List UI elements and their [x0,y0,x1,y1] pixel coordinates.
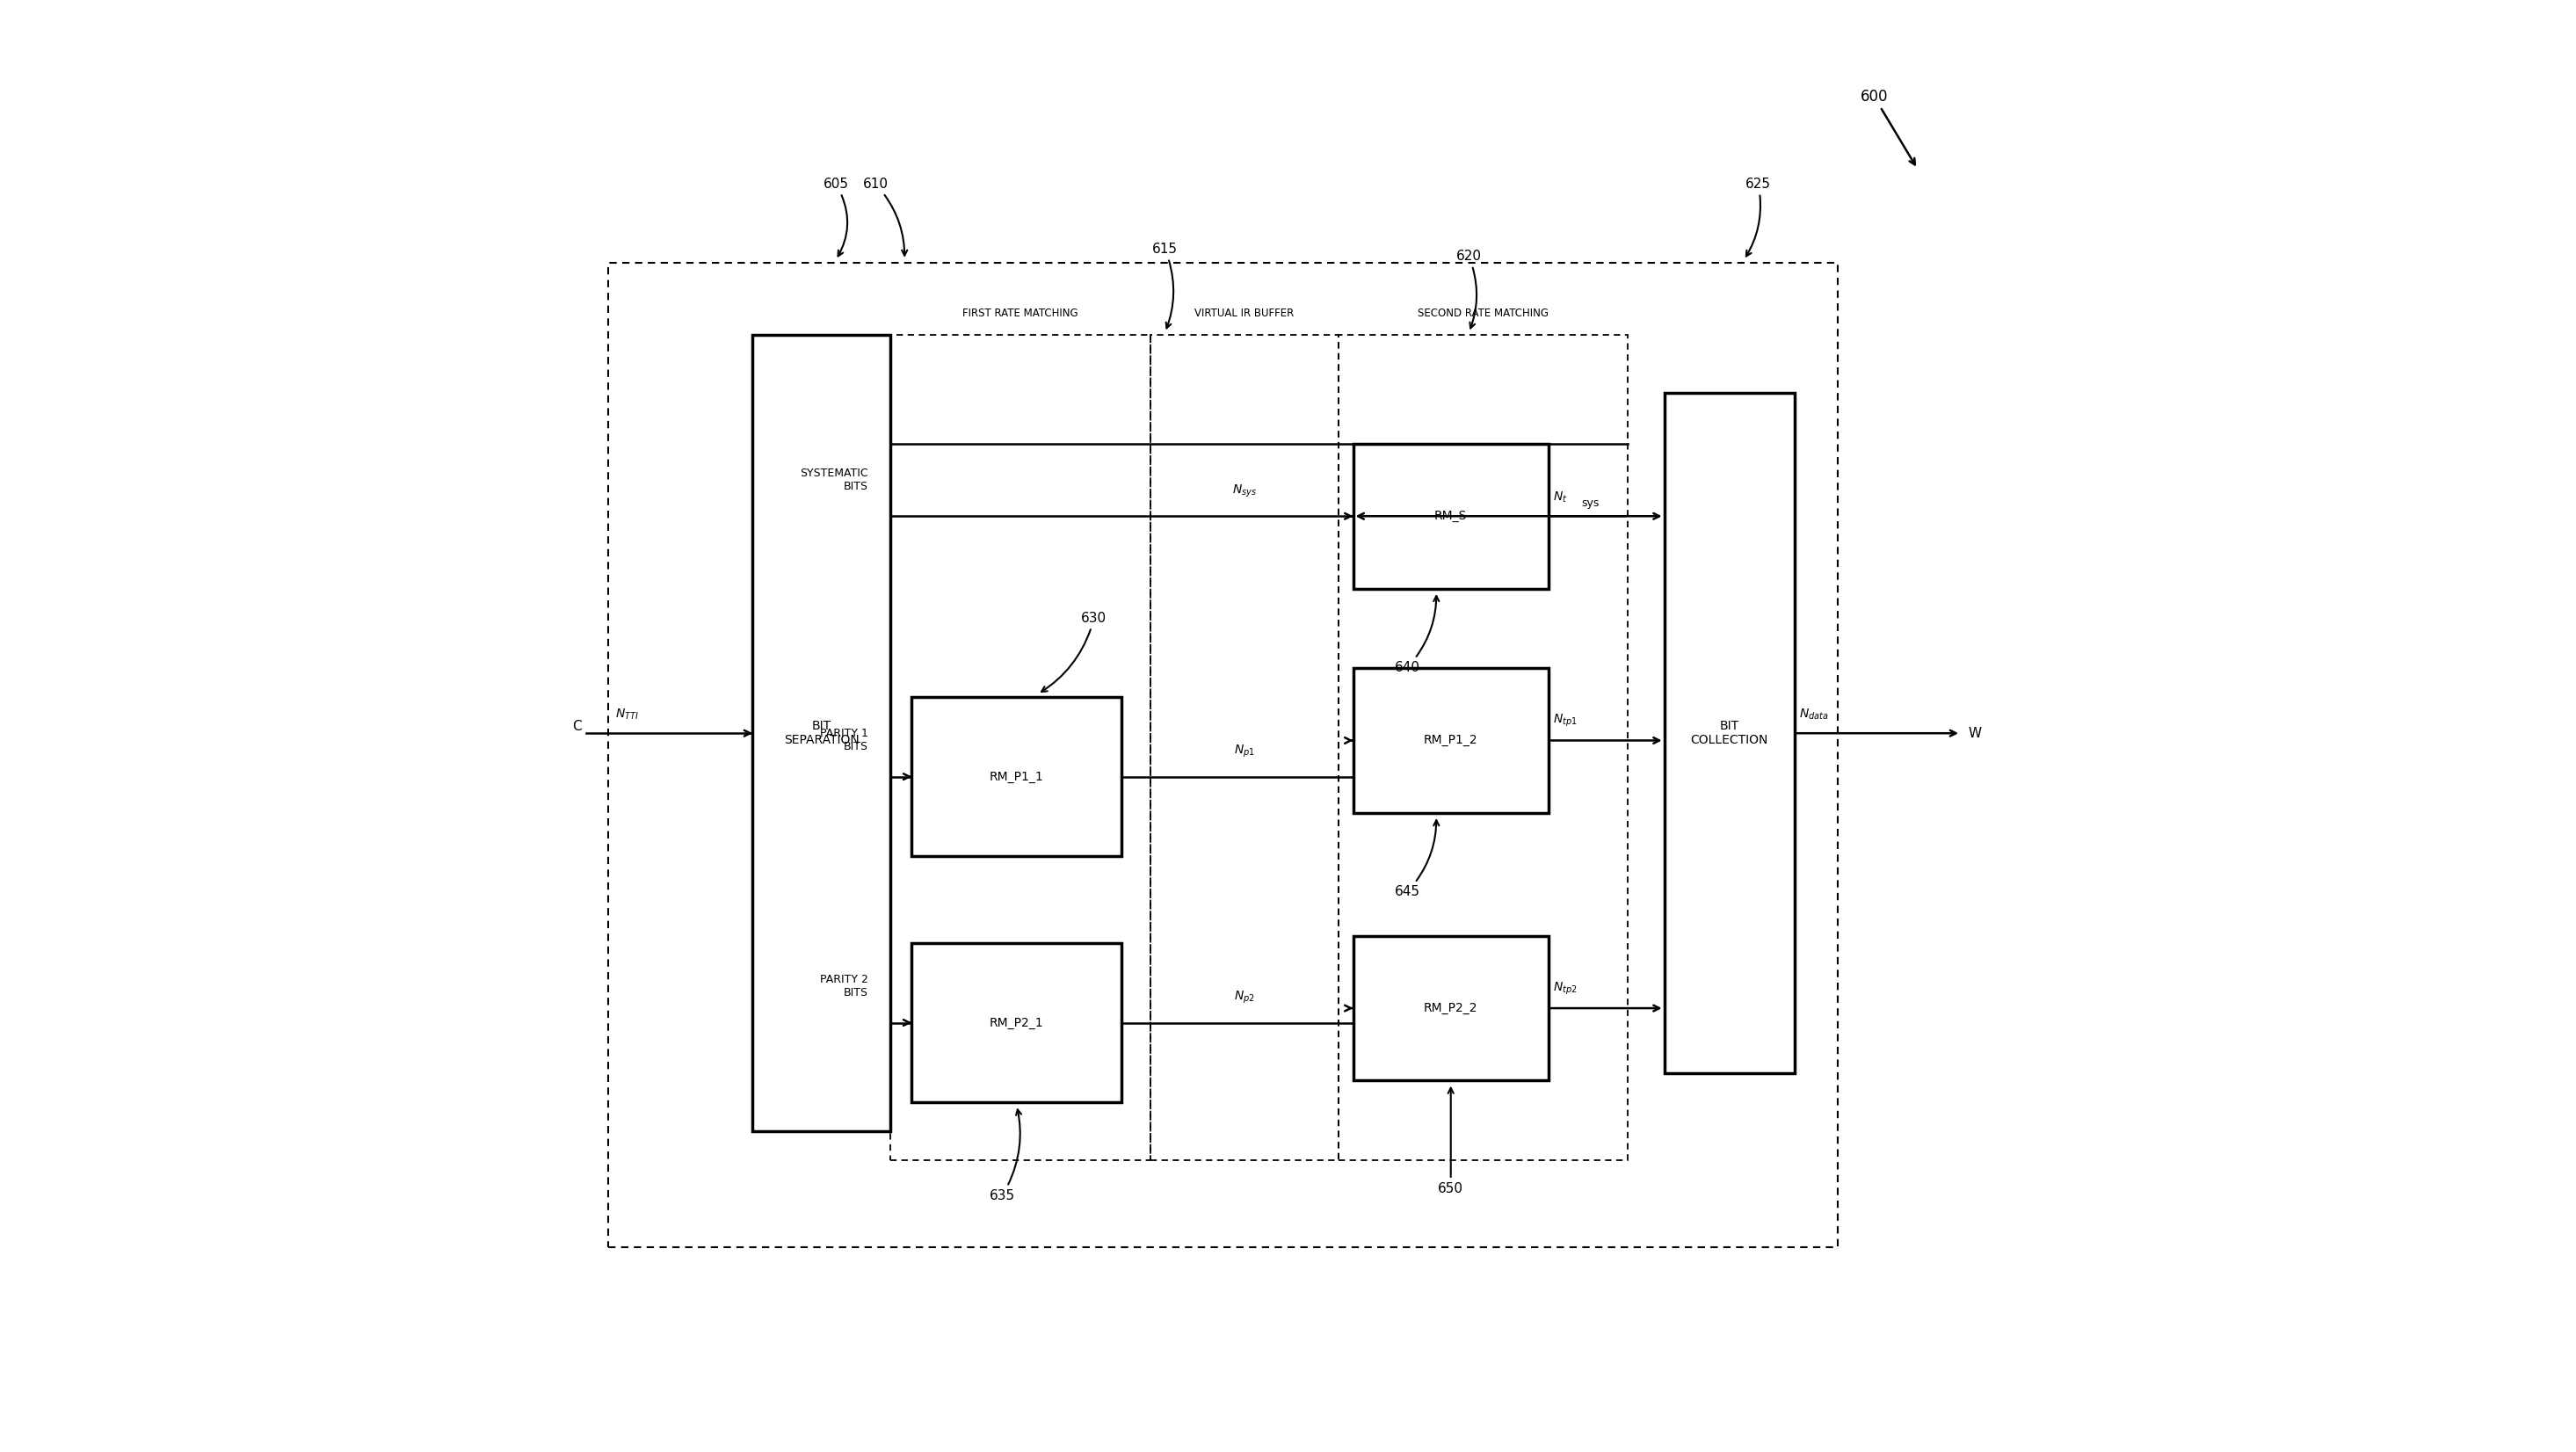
Bar [912,697,1121,857]
Text: BIT
SEPARATION: BIT SEPARATION [783,720,858,746]
Text: 645: 645 [1394,820,1440,899]
Text: $N_{p2}$: $N_{p2}$ [1234,989,1255,1005]
Text: SYSTEMATIC
BITS: SYSTEMATIC BITS [801,468,868,492]
Text: 615: 615 [1151,242,1177,328]
Text: SECOND RATE MATCHING: SECOND RATE MATCHING [1417,308,1548,319]
Text: 630: 630 [1041,611,1108,691]
Text: sys: sys [1582,498,1600,510]
Text: PARITY 1
BITS: PARITY 1 BITS [819,727,868,752]
Text: 620: 620 [1455,250,1481,328]
Text: $N_{TTI}$: $N_{TTI}$ [616,707,639,722]
Text: RM_P2_2: RM_P2_2 [1425,1002,1479,1015]
Text: 640: 640 [1394,595,1440,674]
Text: $N_{tp1}$: $N_{tp1}$ [1553,713,1577,729]
Text: RM_P1_1: RM_P1_1 [989,771,1043,783]
Text: 605: 605 [824,177,848,256]
Text: 625: 625 [1747,177,1772,256]
Bar [1664,393,1795,1073]
Bar [752,335,891,1131]
Bar [912,942,1121,1102]
Text: W: W [1968,726,1981,741]
Text: BIT
COLLECTION: BIT COLLECTION [1690,720,1767,746]
Text: $N_{tp2}$: $N_{tp2}$ [1553,980,1577,996]
Bar [1352,444,1548,588]
Text: RM_P1_2: RM_P1_2 [1425,735,1479,746]
Bar [1352,937,1548,1080]
Text: PARITY 2
BITS: PARITY 2 BITS [819,974,868,999]
Text: C: C [572,719,582,733]
Text: 600: 600 [1860,89,1914,164]
Bar [608,263,1837,1247]
Text: $N_{t}$: $N_{t}$ [1553,491,1566,505]
Text: VIRTUAL IR BUFFER: VIRTUAL IR BUFFER [1195,308,1293,319]
Text: RM_S: RM_S [1435,510,1468,523]
Text: 635: 635 [989,1109,1020,1202]
Bar [1151,335,1340,1160]
Bar [1352,668,1548,813]
Bar [1340,335,1628,1160]
Text: 650: 650 [1437,1088,1463,1195]
Text: FIRST RATE MATCHING: FIRST RATE MATCHING [963,308,1079,319]
Text: 610: 610 [863,177,907,256]
Text: $N_{data}$: $N_{data}$ [1798,707,1829,722]
Text: $N_{sys}$: $N_{sys}$ [1231,482,1257,499]
Text: RM_P2_1: RM_P2_1 [989,1016,1043,1029]
Text: $N_{p1}$: $N_{p1}$ [1234,743,1255,759]
Bar [891,335,1151,1160]
